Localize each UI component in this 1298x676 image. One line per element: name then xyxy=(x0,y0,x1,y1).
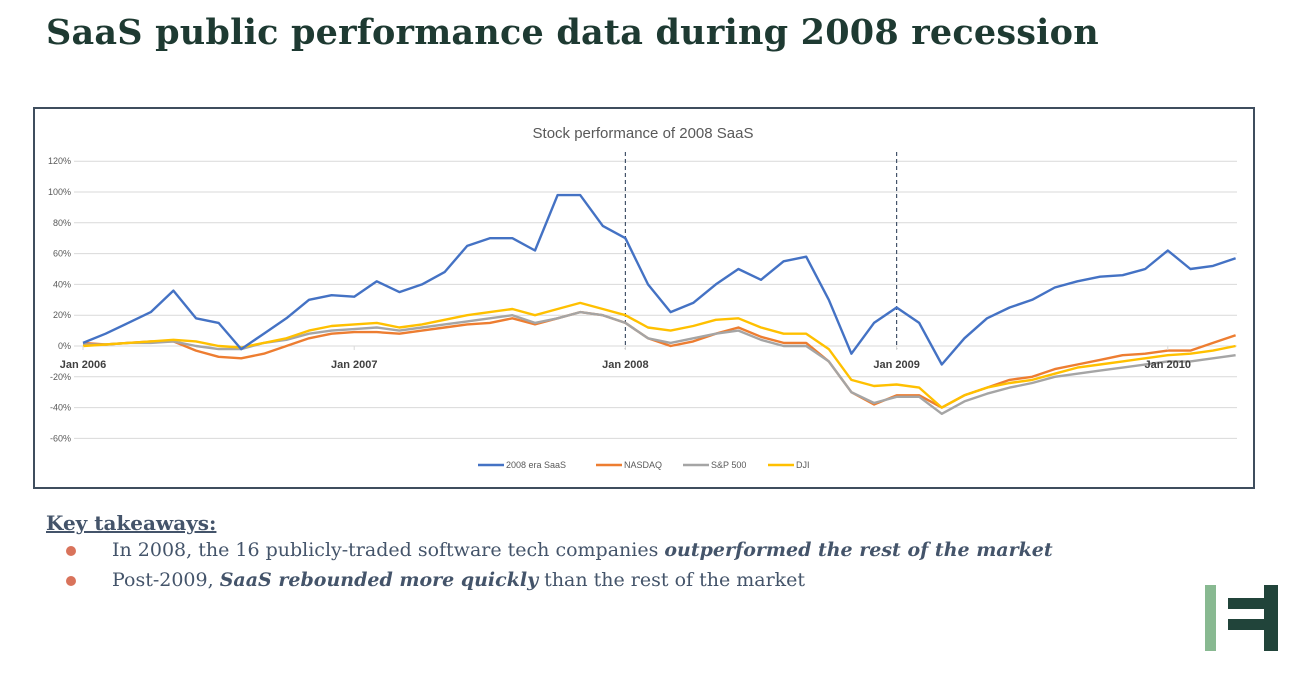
key-takeaways: Key takeaways: In 2008, the 16 publicly-… xyxy=(46,511,1053,595)
y-tick-label: -20% xyxy=(50,372,71,382)
takeaways-heading: Key takeaways: xyxy=(46,511,217,535)
legend-label: 2008 era SaaS xyxy=(506,460,566,470)
bullet-icon xyxy=(66,546,76,556)
legend-label: DJI xyxy=(796,460,810,470)
y-tick-label: 40% xyxy=(53,279,71,289)
y-tick-label: 60% xyxy=(53,249,71,259)
y-tick-label: 20% xyxy=(53,310,71,320)
x-tick-label: Jan 2006 xyxy=(60,359,106,371)
y-tick-label: 100% xyxy=(48,187,71,197)
x-tick-label: Jan 2008 xyxy=(602,359,648,371)
series-line-dji xyxy=(82,301,1236,409)
x-tick-label: Jan 2009 xyxy=(873,359,919,371)
company-logo xyxy=(1205,585,1278,651)
x-tick-label: Jan 2007 xyxy=(331,359,377,371)
legend-label: S&P 500 xyxy=(711,460,746,470)
legend-label: NASDAQ xyxy=(624,460,662,470)
takeaway-emphasis: SaaS rebounded more quickly xyxy=(219,569,539,591)
chart-frame xyxy=(33,107,1255,489)
series-line-nasdaq xyxy=(82,310,1236,409)
page-title: SaaS public performance data during 2008… xyxy=(46,12,1099,53)
x-tick-label: Jan 2010 xyxy=(1145,359,1191,371)
y-tick-label: 120% xyxy=(48,156,71,166)
y-tick-label: 0% xyxy=(58,341,71,351)
y-tick-label: 80% xyxy=(53,218,71,228)
y-tick-label: -60% xyxy=(50,433,71,443)
takeaway-text: Post-2009, xyxy=(112,569,220,591)
takeaway-text: In 2008, the 16 publicly-traded software… xyxy=(112,539,665,561)
y-tick-label: -40% xyxy=(50,403,71,413)
chart-title: Stock performance of 2008 SaaS xyxy=(533,125,754,142)
takeaway-item: Post-2009, SaaS rebounded more quickly t… xyxy=(46,565,1053,595)
series-line-s-p-500 xyxy=(83,310,1236,415)
bullet-icon xyxy=(66,576,76,586)
takeaway-item: In 2008, the 16 publicly-traded software… xyxy=(46,535,1053,565)
series-line-2008-era-saas xyxy=(82,193,1236,366)
takeaway-emphasis: outperformed the rest of the market xyxy=(664,539,1053,561)
takeaway-text: than the rest of the market xyxy=(538,569,806,591)
